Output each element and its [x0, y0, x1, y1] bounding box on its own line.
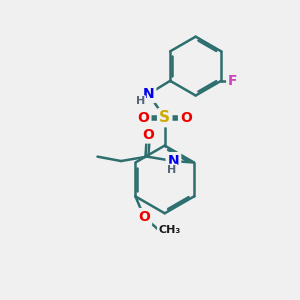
- Text: O: O: [138, 111, 149, 124]
- Text: H: H: [167, 165, 177, 175]
- Text: N: N: [143, 87, 154, 101]
- Text: H: H: [136, 96, 145, 106]
- Text: CH₃: CH₃: [158, 225, 180, 235]
- Text: F: F: [228, 74, 238, 88]
- Text: O: O: [180, 111, 192, 124]
- Text: N: N: [168, 154, 179, 168]
- Text: O: O: [138, 210, 150, 224]
- Text: S: S: [159, 110, 170, 125]
- Text: O: O: [142, 128, 154, 142]
